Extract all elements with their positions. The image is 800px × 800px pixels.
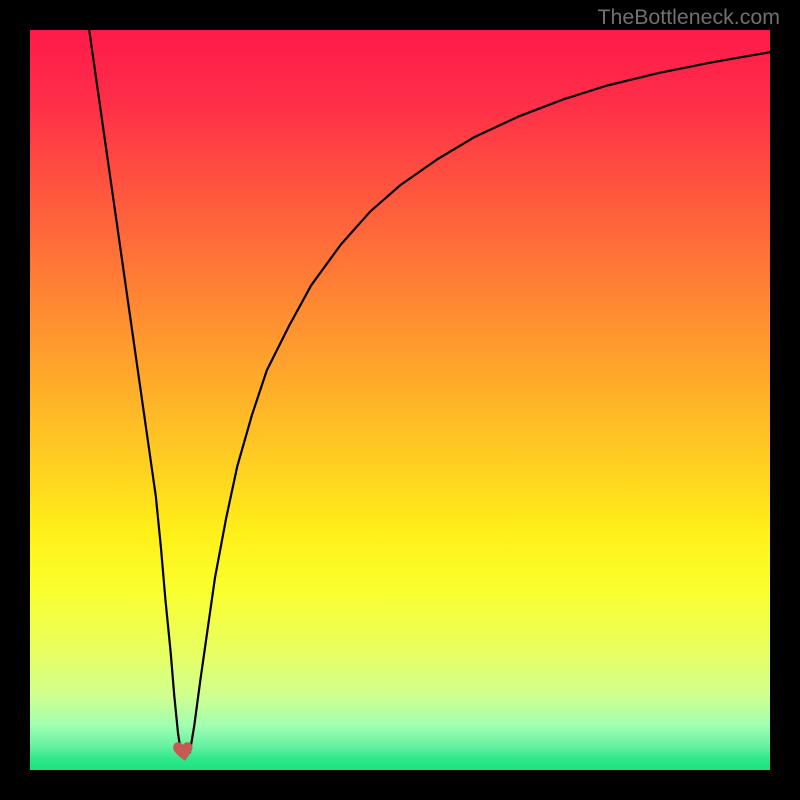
bottleneck-curve	[190, 52, 770, 752]
watermark-text: TheBottleneck.com	[597, 5, 780, 30]
curve-layer	[0, 0, 800, 800]
heart-icon	[172, 737, 198, 763]
valley-heart-marker	[172, 737, 198, 768]
bottleneck-curve	[89, 30, 181, 752]
